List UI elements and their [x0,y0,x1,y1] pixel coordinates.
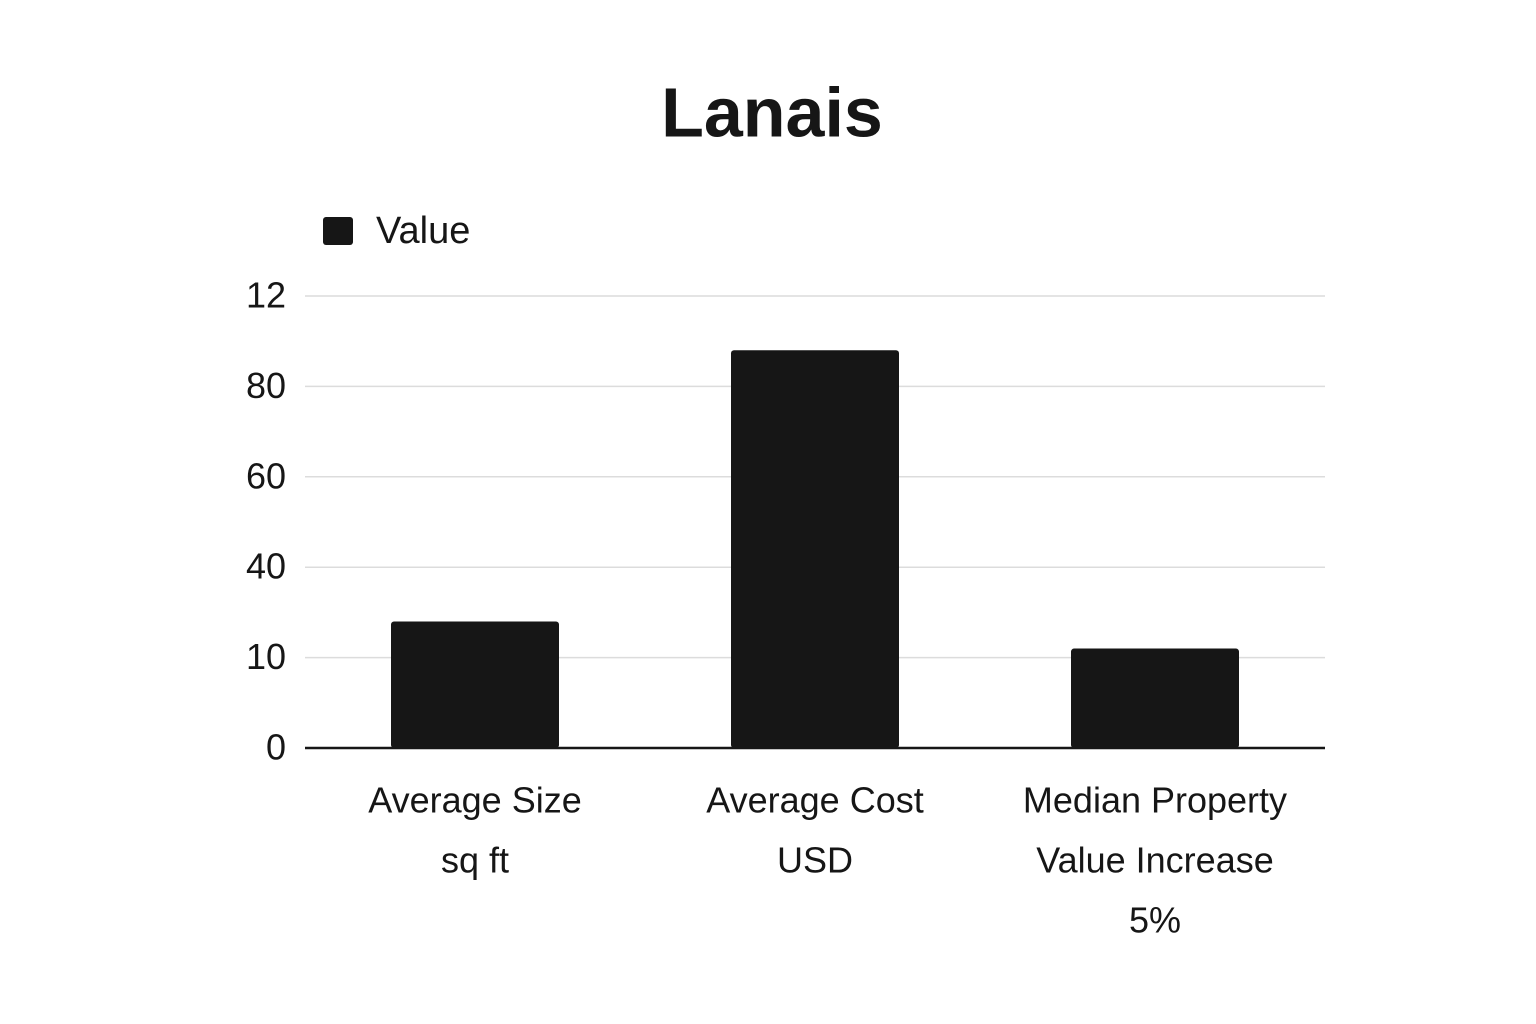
x-tick-label: Average Size [368,780,581,821]
legend-swatch [323,217,353,245]
x-tick-label: USD [777,840,853,881]
bar [731,350,899,748]
bar [391,621,559,748]
y-tick-label: 40 [246,546,286,587]
y-tick-label: 12 [246,275,286,316]
x-tick-label: 5% [1129,900,1181,941]
y-tick-label: 10 [246,636,286,677]
chart-title: Lanais [661,73,883,151]
bar [1071,648,1239,748]
x-tick-label: Average Cost [706,780,923,821]
legend-label: Value [376,210,470,252]
x-tick-label: sq ft [441,840,509,881]
y-tick-label: 0 [266,727,286,768]
x-tick-label: Value Increase [1036,840,1273,881]
y-tick-label: 80 [246,365,286,406]
y-tick-label: 60 [246,455,286,496]
x-tick-label: Median Property [1023,780,1287,821]
